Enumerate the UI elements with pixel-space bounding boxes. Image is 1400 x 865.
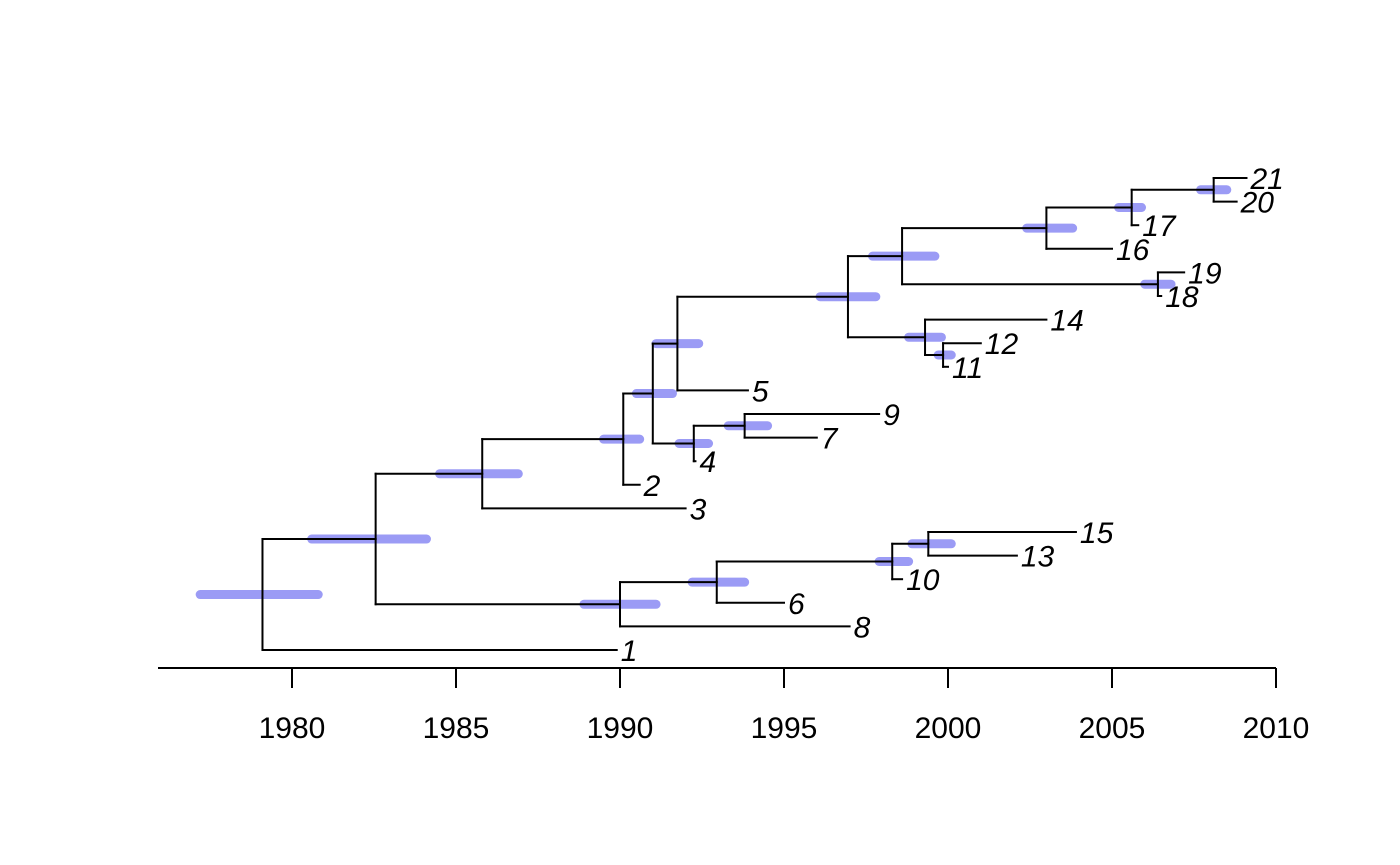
tip-label-17: 17	[1142, 210, 1177, 243]
tip-label-7: 7	[821, 423, 839, 456]
axis-tick-label: 1990	[587, 712, 654, 745]
axis-tick-label: 1985	[423, 712, 490, 745]
axis-tick-label: 2000	[915, 712, 982, 745]
tip-label-19: 19	[1188, 257, 1222, 290]
tip-label-21: 21	[1249, 163, 1283, 196]
tip-label-15: 15	[1080, 517, 1114, 550]
tip-label-13: 13	[1021, 541, 1055, 574]
time-axis: 1980 1985 1990 1995 2000 2005 2010	[158, 667, 1310, 745]
tip-label-16: 16	[1116, 234, 1150, 267]
tip-label-11: 11	[952, 352, 983, 385]
confidence-interval-bars	[195, 185, 1232, 609]
tip-label-12: 12	[985, 328, 1019, 361]
tip-label-18: 18	[1165, 281, 1199, 314]
tip-label-20: 20	[1240, 187, 1275, 220]
axis-tick-label: 1980	[259, 712, 326, 745]
tree-branches	[261, 177, 1248, 651]
tip-label-2: 2	[643, 470, 661, 503]
axis-tick-label: 1995	[751, 712, 818, 745]
tip-label-1: 1	[621, 635, 638, 668]
tip-label-9: 9	[883, 399, 900, 432]
axis-tick-label: 2005	[1079, 712, 1146, 745]
tip-label-14: 14	[1050, 305, 1083, 338]
axis-tick-label: 2010	[1243, 712, 1310, 745]
tip-label-10: 10	[906, 564, 940, 597]
tip-label-4: 4	[699, 446, 716, 479]
tip-label-5: 5	[752, 375, 769, 408]
tip-label-8: 8	[854, 611, 871, 644]
tip-label-3: 3	[690, 493, 707, 526]
tip-label-6: 6	[788, 588, 805, 621]
